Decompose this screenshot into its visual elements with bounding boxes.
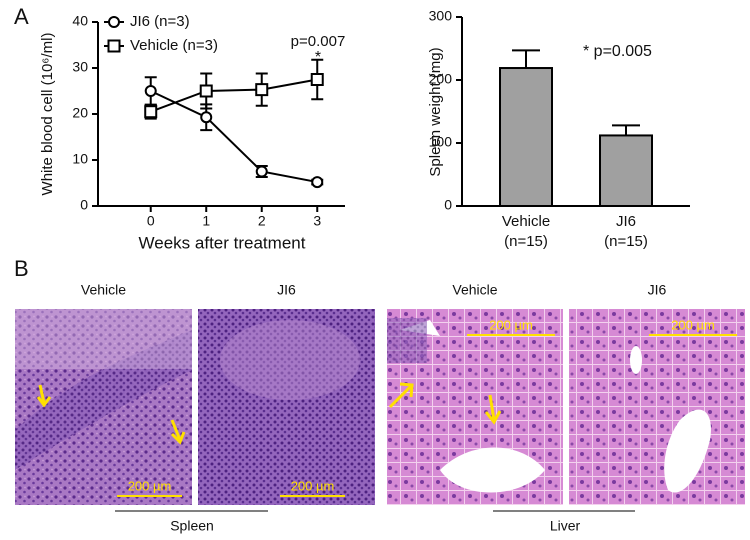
y-tick-label: 30 [72,59,88,75]
annotation: * [315,49,321,66]
group-label: Liver [550,518,581,534]
x-tick-label: JI6 [616,213,636,230]
legend-marker [108,16,120,28]
x-tick-label: 1 [202,213,210,229]
error-bar [612,124,640,136]
group-label: Spleen [170,518,214,534]
panel-label: B [14,256,29,281]
y-tick-label: 0 [444,197,452,213]
bar [499,67,553,207]
marker [311,176,324,189]
legend-label: Vehicle (n=3) [130,37,218,54]
histology-image [387,309,563,505]
legend-marker [107,39,121,53]
y-tick-label: 0 [80,197,88,213]
marker [255,83,269,97]
marker [144,105,158,119]
marker [255,165,268,178]
histology-image [198,309,375,505]
marker [199,84,213,98]
image-label: Vehicle [452,282,497,298]
scale-bar-label: 200 µm [489,317,533,332]
x-tick-note: (n=15) [504,233,548,250]
series-line [150,90,318,184]
x-tick-note: (n=15) [604,233,648,250]
marker [144,85,157,97]
error-bar [512,49,540,69]
y-axis-label: Spleen weight (mg) [427,47,444,176]
panel-label: A [14,4,29,29]
histology-image [15,309,192,505]
scale-bar-label: 200 µm [128,478,172,493]
annotation: * p=0.005 [583,43,652,60]
y-tick-label: 40 [72,13,88,29]
image-label: JI6 [277,282,296,298]
image-label: Vehicle [81,282,126,298]
y-axis-label: White blood cell (10⁶/ml) [39,33,56,196]
annotation: p=0.007 [291,33,346,50]
y-tick-label: 200 [429,71,453,87]
x-tick-label: 3 [313,213,321,229]
image-label: JI6 [648,282,667,298]
bar [599,134,653,207]
scale-bar-label: 200 µm [291,478,335,493]
series-line [150,78,318,113]
marker [200,111,213,124]
histology-image [569,309,745,505]
legend-label: JI6 (n=3) [130,13,190,30]
x-tick-label: Vehicle [502,213,550,230]
scale-bar-label: 200 µm [671,317,715,332]
marker [310,73,324,86]
y-tick-label: 20 [72,105,88,121]
y-tick-label: 300 [429,8,453,24]
x-axis-label: Weeks after treatment [139,233,306,252]
x-tick-label: 2 [258,213,266,229]
y-tick-label: 10 [72,151,88,167]
y-tick-label: 100 [429,134,453,150]
x-tick-label: 0 [147,213,155,229]
